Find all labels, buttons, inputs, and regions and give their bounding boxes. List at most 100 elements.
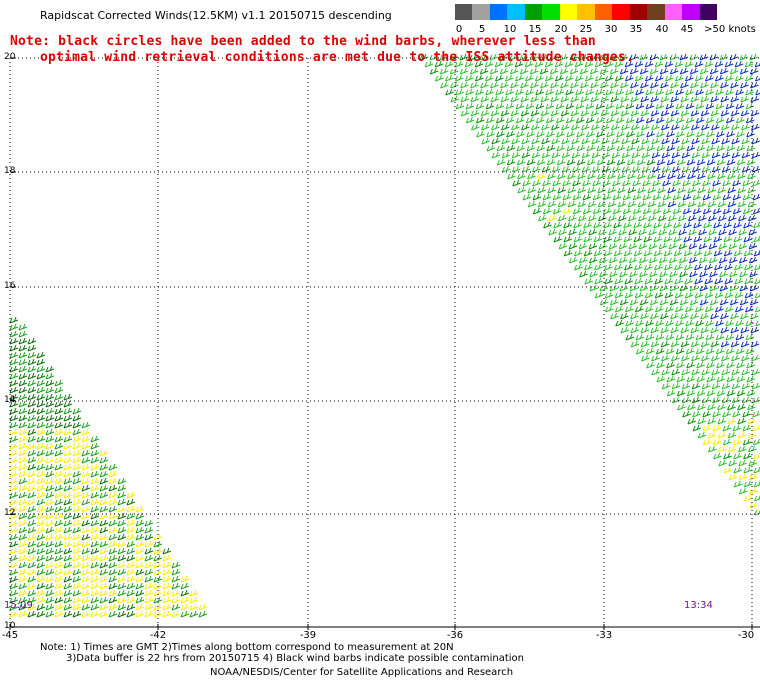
wind-barb (556, 158, 566, 166)
wind-barb (702, 193, 712, 201)
wind-barb (680, 81, 689, 89)
wind-barb (689, 284, 699, 292)
wind-barb (189, 610, 199, 618)
wind-barb (54, 519, 64, 527)
wind-barb (718, 459, 727, 467)
wind-barb (700, 312, 709, 320)
wind-barb (27, 428, 37, 436)
wind-barb (81, 491, 91, 499)
wind-barb (680, 109, 690, 117)
wind-barb (735, 333, 745, 341)
wind-barb (108, 540, 118, 548)
legend-swatch (664, 4, 683, 20)
wind-barb (597, 200, 607, 208)
wind-barb (531, 137, 540, 145)
wind-barb (727, 431, 737, 439)
wind-barb (506, 130, 515, 138)
wind-barb (486, 144, 496, 152)
wind-barb (716, 158, 726, 166)
wind-barb (507, 172, 516, 180)
wind-barb (588, 242, 598, 250)
wind-barb (661, 165, 671, 173)
wind-barb (654, 305, 664, 313)
wind-barb (27, 603, 37, 611)
wind-barb (589, 270, 598, 278)
wind-barb (742, 193, 752, 201)
wind-barb (72, 603, 82, 611)
wind-barb (536, 144, 546, 152)
wind-barb (735, 319, 744, 327)
wind-barb (135, 512, 145, 520)
wind-barb (72, 596, 82, 604)
wind-barb (27, 519, 37, 527)
wind-barb (45, 540, 55, 548)
wind-barb (573, 235, 583, 243)
wind-barb (532, 179, 541, 187)
wind-barb (108, 533, 118, 541)
wind-barb (620, 326, 630, 334)
wind-barb (558, 242, 568, 250)
wind-barb (680, 312, 689, 320)
wind-barb (545, 88, 554, 96)
wind-barb (117, 526, 127, 534)
wind-barb (701, 151, 711, 159)
wind-barb (710, 326, 720, 334)
x-tick-minus-42: -42 (149, 630, 167, 641)
wind-barb (630, 95, 640, 103)
wind-barb (36, 386, 46, 394)
wind-barb (9, 344, 19, 352)
wind-barb (553, 235, 563, 243)
wind-barb (72, 477, 82, 485)
wind-barb (506, 144, 516, 152)
wind-barb (675, 333, 685, 341)
wind-barb (740, 81, 749, 89)
wind-barb (684, 277, 694, 285)
wind-barb (515, 102, 525, 110)
wind-barb (578, 214, 587, 222)
wind-barb (81, 435, 91, 443)
wind-barb (36, 561, 46, 569)
wind-barb (668, 228, 677, 236)
wind-barb (613, 221, 622, 229)
wind-barb (27, 491, 37, 499)
wind-barb (753, 452, 760, 460)
wind-barb (731, 165, 741, 173)
wind-barb (723, 466, 733, 474)
y-tick-12: 12 (4, 508, 16, 518)
wind-barb (686, 130, 695, 138)
wind-barb (704, 291, 714, 299)
wind-barb (666, 130, 675, 138)
wind-barb (45, 568, 55, 576)
wind-barb (692, 410, 701, 418)
wind-barb (720, 95, 730, 103)
wind-barb (144, 526, 154, 534)
wind-barb (9, 372, 19, 380)
wind-barb (674, 263, 683, 271)
wind-barb (688, 228, 697, 236)
wind-barb (568, 242, 578, 250)
wind-barb (36, 365, 46, 373)
wind-barb (153, 603, 163, 611)
wind-barb (45, 484, 55, 492)
wind-barb (691, 396, 701, 404)
wind-barb (624, 291, 634, 299)
wind-barb (737, 186, 747, 194)
wind-barb (704, 74, 714, 82)
wind-barb (638, 242, 648, 250)
wind-barb (560, 81, 569, 89)
wind-barb (639, 270, 648, 278)
wind-barb (717, 186, 727, 194)
wind-barb (641, 137, 650, 145)
wind-barb (734, 74, 744, 82)
wind-barb (741, 354, 750, 362)
wind-barb (450, 95, 460, 103)
wind-barb (575, 102, 585, 110)
wind-barb (599, 270, 608, 278)
wind-barb (717, 403, 726, 411)
wind-barb (614, 60, 624, 68)
wind-barb (681, 382, 691, 390)
wind-barb (54, 568, 64, 576)
wind-barb (565, 116, 575, 124)
wind-barb (670, 340, 680, 348)
wind-barb (144, 575, 154, 583)
